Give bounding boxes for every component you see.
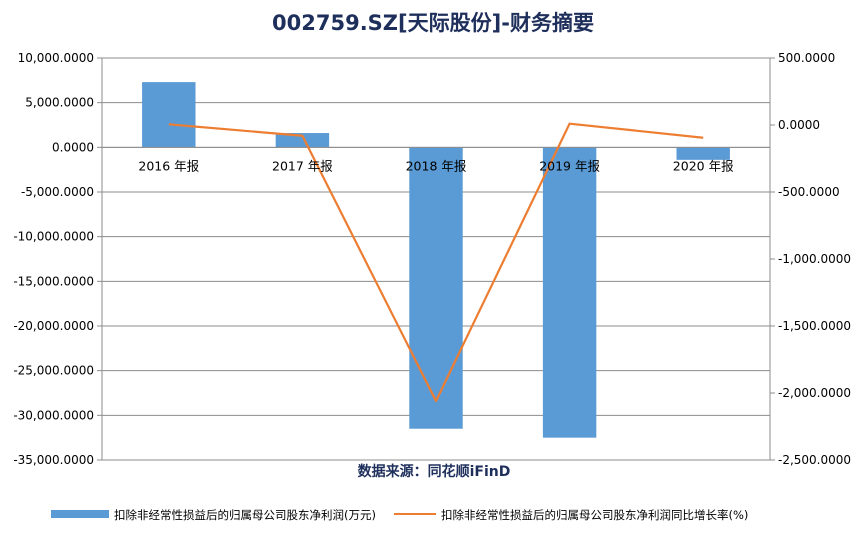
right-tick-label: -2,000.0000	[778, 386, 851, 400]
category-labels: 2016 年报 2017 年报 2018 年报 2019 年报 2020 年报	[138, 158, 734, 173]
right-tick-label: 0.0000	[778, 118, 820, 132]
line-series	[168, 122, 704, 403]
right-tick-label: 500.0000	[778, 51, 835, 65]
legend-bar-label: 扣除非经常性损益后的归属母公司股东净利润(万元)	[114, 508, 376, 522]
bar	[409, 147, 463, 429]
category-label: 2017 年报	[272, 158, 333, 173]
bar	[142, 82, 196, 148]
left-tick-label: -20,000.0000	[13, 319, 94, 333]
category-label: 2020 年报	[673, 158, 734, 173]
left-tick-label: -15,000.0000	[13, 274, 94, 288]
right-tick-label: -1,500.0000	[778, 319, 851, 333]
bar	[676, 147, 730, 160]
category-label: 2018 年报	[406, 158, 467, 173]
right-axis-ticks: 500.0000 0.0000 -500.0000 -1,000.0000 -1,500…	[778, 51, 851, 467]
left-tick-label: 0.0000	[52, 140, 94, 154]
source-note: 数据来源：同花顺iFinD	[358, 463, 511, 480]
right-tick-label: -1,000.0000	[778, 252, 851, 266]
left-tick-label: -35,000.0000	[13, 453, 94, 467]
right-tick-label: -2,500.0000	[778, 453, 851, 467]
category-label: 2016 年报	[138, 158, 199, 173]
legend: 扣除非经常性损益后的归属母公司股东净利润(万元) 扣除非经常性损益后的归属母公司股…	[51, 508, 748, 522]
legend-bar-swatch	[51, 510, 109, 518]
bar	[275, 133, 330, 148]
legend-line-label: 扣除非经常性损益后的归属母公司股东净利润同比增长率(%)	[441, 508, 748, 522]
left-tick-label: -10,000.0000	[13, 230, 94, 244]
left-tick-label: -30,000.0000	[13, 408, 94, 422]
left-tick-label: -5,000.0000	[21, 185, 94, 199]
left-axis-ticks: 10,000.0000 5,000.0000 0.0000 -5,000.0000 -1…	[13, 51, 94, 467]
left-tick-label: 5,000.0000	[25, 96, 94, 110]
chart-title: 002759.SZ[天际股份]-财务摘要	[272, 11, 594, 35]
bar	[542, 147, 597, 438]
left-tick-label: 10,000.0000	[18, 51, 94, 65]
left-tick-label: -25,000.0000	[13, 364, 94, 378]
right-tick-label: -500.0000	[778, 185, 840, 199]
category-label: 2019 年报	[539, 158, 600, 173]
bar-series	[142, 82, 730, 438]
axes	[97, 57, 775, 461]
